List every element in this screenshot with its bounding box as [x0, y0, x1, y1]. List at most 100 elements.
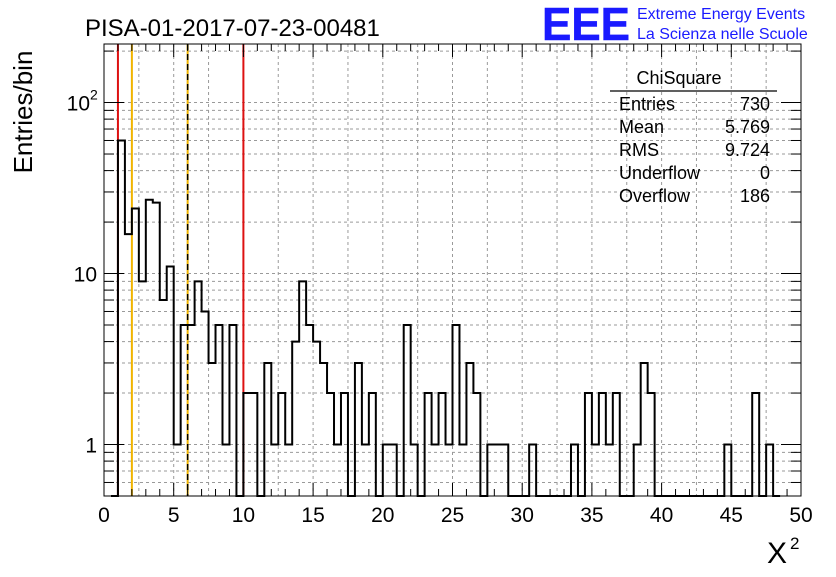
histogram-bin [118, 140, 125, 496]
stats-row: Entries 730 [619, 94, 770, 114]
histogram-bin [139, 281, 146, 496]
stats-title: ChiSquare [636, 68, 721, 88]
histogram-bin [404, 325, 411, 496]
stats-row-value: 186 [740, 186, 770, 206]
x-tick-labels: 0 5 10 15 20 25 30 35 40 45 50 [98, 504, 813, 527]
histogram-bin [313, 342, 320, 496]
stats-row-value: 9.724 [725, 140, 770, 160]
histogram-bin [494, 445, 501, 496]
chart-title: PISA-01-2017-07-23-00481 [85, 15, 380, 42]
x-axis-title: X 2 [767, 534, 799, 570]
stats-row-value: 0 [760, 163, 770, 183]
histogram-bin [320, 363, 327, 496]
histogram-bin [466, 363, 473, 496]
histogram-bin [439, 393, 446, 496]
x-tick-label: 45 [720, 504, 743, 527]
x-tick-label: 10 [232, 504, 255, 527]
stats-row: Overflow 186 [619, 186, 770, 206]
x-axis-label: X [767, 537, 787, 570]
histogram-bin [459, 445, 466, 496]
histogram-bin [766, 445, 773, 496]
histogram-bin [529, 445, 536, 496]
histogram-bin [501, 445, 508, 496]
histogram-bin [278, 393, 285, 496]
stats-row-label: Entries [619, 94, 675, 114]
stats-row-label: Mean [619, 117, 664, 137]
y-tick-label: 10 2 [67, 87, 98, 116]
histogram-bin [571, 445, 578, 496]
histogram-bin [334, 445, 341, 496]
histogram-bin [229, 325, 236, 496]
x-tick-label: 5 [168, 504, 180, 527]
x-axis-label-superscript: 2 [790, 534, 799, 553]
axis-ticks [103, 44, 802, 496]
histogram-bin [153, 203, 160, 496]
stats-row-value: 730 [740, 94, 770, 114]
x-tick-label: 25 [441, 504, 464, 527]
histogram-bin [355, 363, 362, 496]
histogram-bin [250, 393, 257, 496]
histogram-bin [264, 363, 271, 496]
x-tick-label: 20 [371, 504, 394, 527]
histogram-bin [167, 266, 174, 496]
histogram-bin [132, 209, 139, 496]
histogram-bin [209, 363, 216, 496]
histogram-bin [160, 300, 167, 496]
histogram-bin [599, 393, 606, 496]
y-tick-label: 1 [85, 435, 97, 458]
histogram-bin [369, 393, 376, 496]
y-axis-label: Entries/bin [8, 51, 38, 174]
histogram-bin [411, 445, 418, 496]
histogram-bin [606, 445, 613, 496]
histogram-bin [222, 445, 229, 496]
logo-letters: EEE [542, 0, 630, 50]
histogram-bin [390, 445, 397, 496]
histogram-bin [453, 325, 460, 496]
histogram-bin [271, 445, 278, 496]
histogram-bin [188, 325, 195, 496]
histogram-bin [146, 200, 153, 496]
stats-box: ChiSquare Entries 730 Mean 5.769 RMS 9.724 Und… [610, 68, 777, 206]
histogram-bin [243, 393, 250, 496]
histogram-bin [473, 393, 480, 496]
x-tick-label: 50 [789, 504, 812, 527]
histogram-bin [752, 393, 759, 496]
x-tick-label: 0 [98, 504, 110, 527]
histogram-bin [327, 393, 334, 496]
stats-row: Underflow 0 [619, 163, 770, 183]
stats-row-label: Underflow [619, 163, 701, 183]
x-tick-label: 35 [580, 504, 603, 527]
y-tick-label-base: 10 [67, 93, 90, 116]
stats-row-label: Overflow [619, 186, 691, 206]
x-tick-label: 15 [301, 504, 324, 527]
eee-logo: EEE Extreme Energy Events La Scienza nel… [542, 0, 808, 50]
x-tick-label: 30 [511, 504, 534, 527]
histogram-bin [585, 393, 592, 496]
histogram-bin [648, 393, 655, 496]
logo-line-1: Extreme Energy Events [637, 6, 805, 23]
histogram-bin [216, 325, 223, 496]
histogram-outline [110, 139, 781, 497]
histogram-bin [181, 325, 188, 496]
histogram-bin [613, 393, 620, 496]
histogram-bin [174, 445, 181, 496]
histogram-bin [125, 234, 132, 496]
y-tick-label: 10 [74, 264, 97, 287]
plot-frame [103, 43, 802, 497]
histogram-bin [641, 363, 648, 496]
y-tick-label-exponent: 2 [90, 87, 98, 103]
histogram-bins [110, 139, 781, 497]
histogram-bin [285, 445, 292, 496]
y-tick-label-text: 10 [74, 264, 97, 287]
y-tick-label-text: 1 [85, 435, 97, 458]
histogram-bin [383, 445, 390, 496]
histogram-bin [425, 393, 432, 496]
stats-row: RMS 9.724 [619, 140, 770, 160]
histogram-bin [341, 393, 348, 496]
stats-row-label: RMS [619, 140, 659, 160]
histogram-bin [634, 445, 641, 496]
histogram-bin [432, 445, 439, 496]
